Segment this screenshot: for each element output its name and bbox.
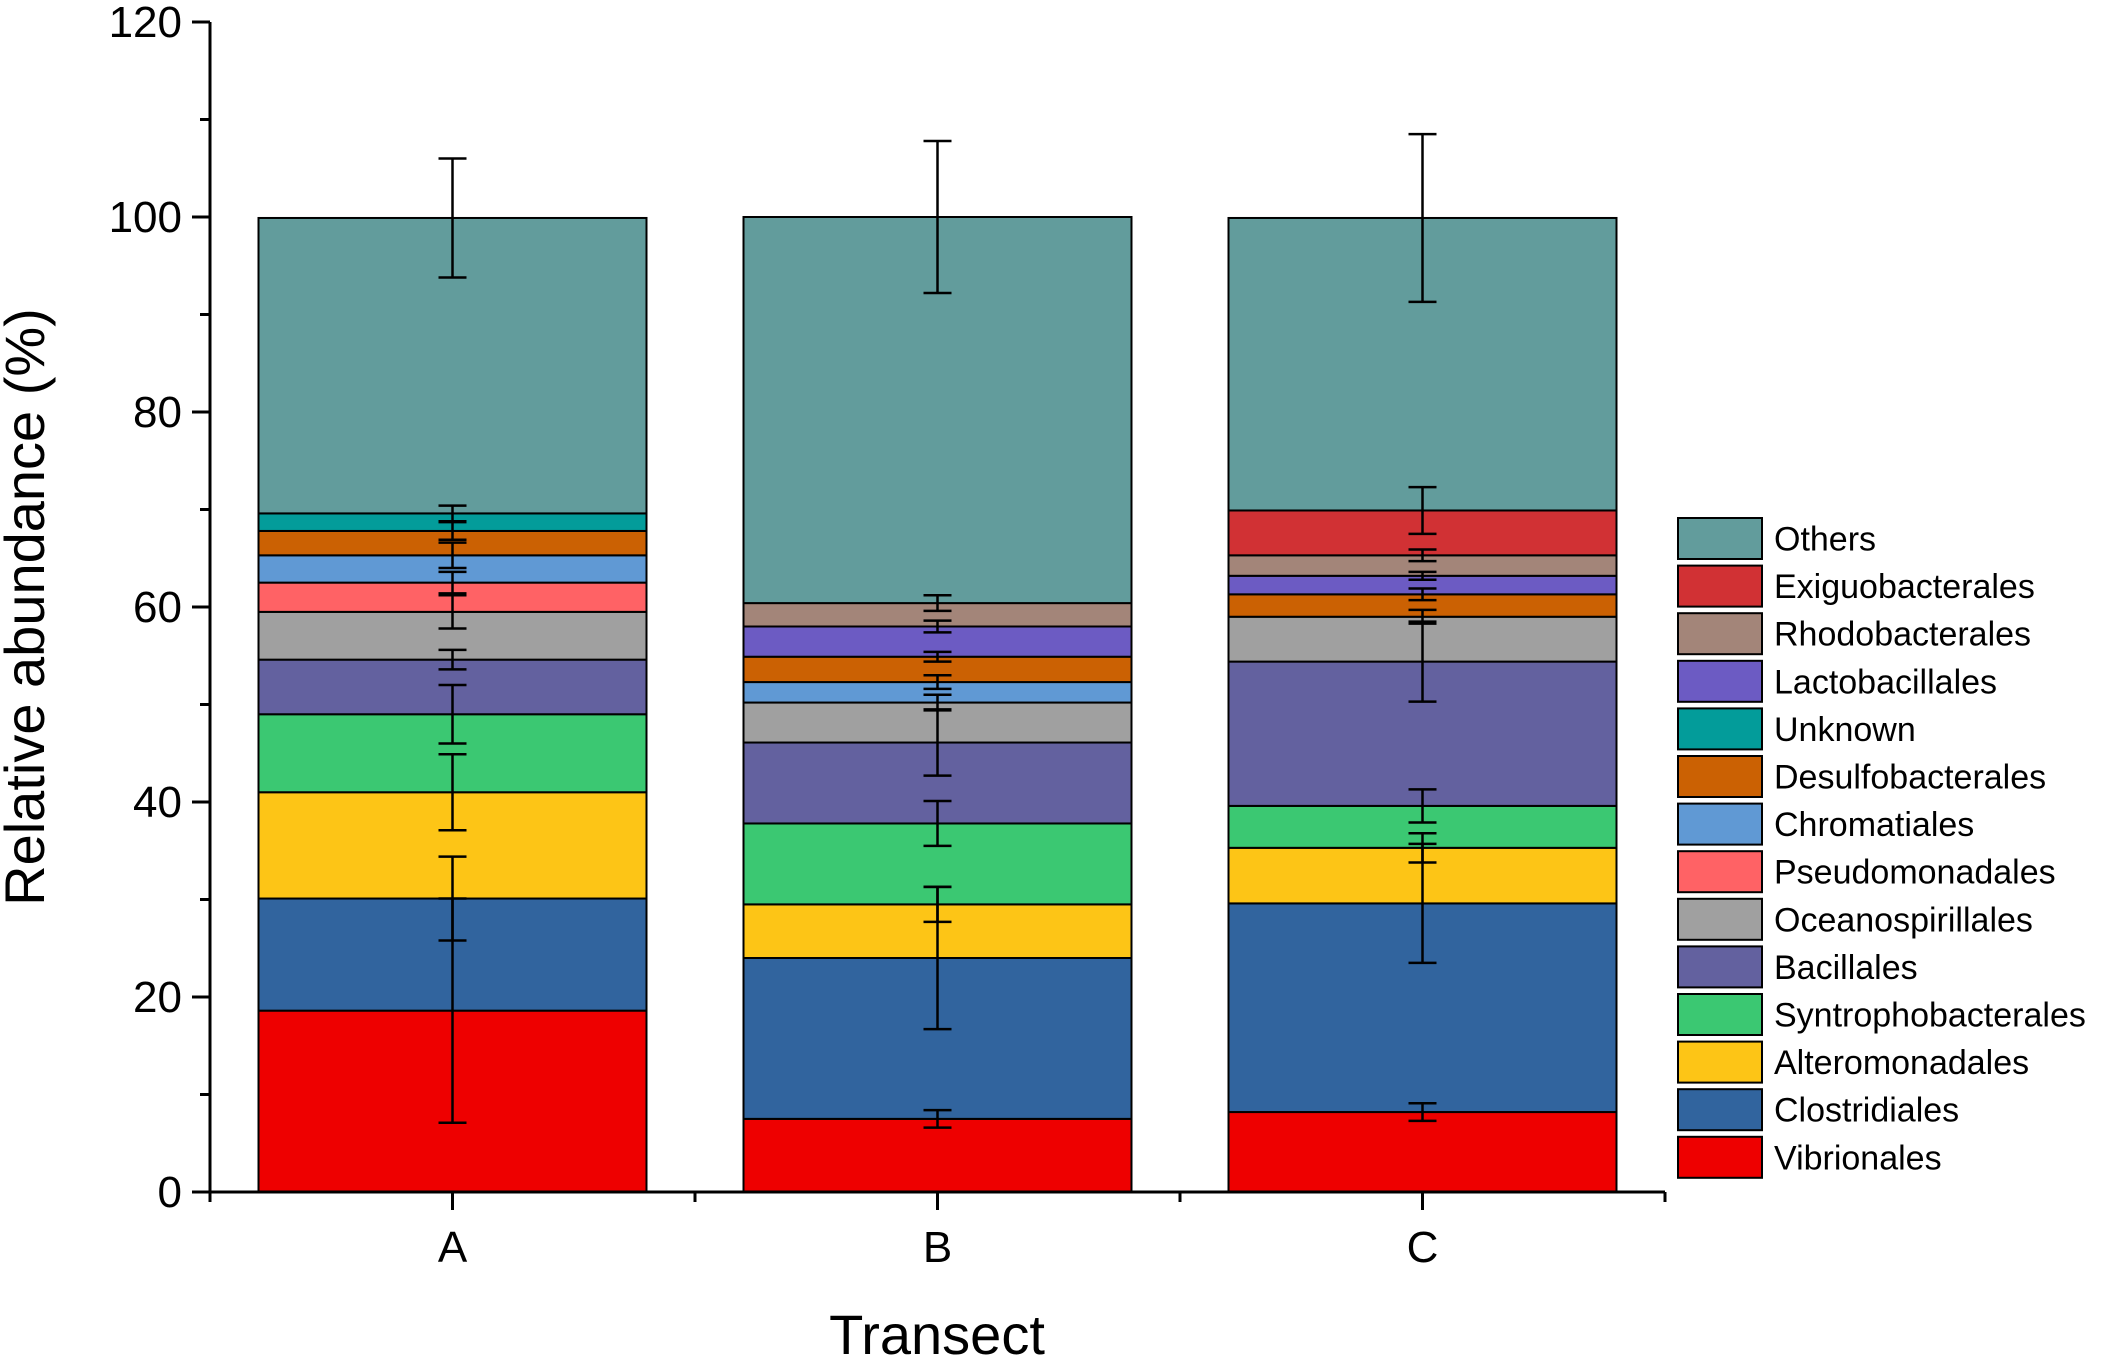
legend-label-pseudomonadales: Pseudomonadales: [1774, 854, 2056, 892]
legend-swatch-unknown: [1677, 707, 1763, 751]
legend-label-clostridiales: Clostridiales: [1774, 1092, 1959, 1130]
legend-swatch-rhodobacterales: [1677, 612, 1763, 656]
legend-label-exiguobacterales: Exiguobacterales: [1774, 568, 2035, 606]
y-tick-label: 20: [133, 973, 182, 1022]
legend-label-desulfobacterales: Desulfobacterales: [1774, 759, 2046, 797]
legend-label-alteromonadales: Alteromonadales: [1774, 1044, 2029, 1082]
axes: 0 20 40 60 80 100 120 A B C: [109, 0, 1667, 1272]
legend-label-vibrionales: Vibrionales: [1774, 1139, 1942, 1177]
bar-segment-vibrionales-c: [1227, 1111, 1618, 1194]
y-tick-label: 60: [133, 583, 182, 632]
legend-swatch-alteromonadales: [1677, 1040, 1763, 1084]
legend-swatch-syntrophobacterales: [1677, 993, 1763, 1036]
legend-label-syntrophobacterales: Syntrophobacterales: [1774, 997, 2086, 1035]
legend-label-oceanospirillales: Oceanospirillales: [1774, 901, 2033, 939]
legend-swatch-oceanospirillales: [1677, 897, 1763, 941]
x-tick-label-a: A: [438, 1223, 468, 1272]
legend-label-unknown: Unknown: [1774, 711, 1916, 749]
y-tick-label: 80: [133, 388, 182, 437]
y-tick-label: 120: [109, 0, 182, 47]
legend-label-chromatiales: Chromatiales: [1774, 806, 1974, 844]
legend-swatch-exiguobacterales: [1677, 564, 1763, 608]
legend: Others Exiguobacterales Rhodobacterales Lac…: [1677, 517, 2086, 1179]
legend-swatch-others: [1677, 517, 1763, 560]
bar-segment-vibrionales-b: [742, 1117, 1133, 1193]
y-tick-label: 40: [133, 778, 182, 827]
legend-label-rhodobacterales: Rhodobacterales: [1774, 616, 2031, 654]
x-axis-title: Transect: [829, 1303, 1045, 1359]
y-axis-title: Relative abundance (%): [0, 308, 56, 906]
y-tick-label: 0: [158, 1168, 182, 1217]
x-tick-label-c: C: [1407, 1223, 1439, 1272]
error-bars-layer: [438, 132, 1437, 1129]
legend-label-lactobacillales: Lactobacillales: [1774, 663, 1997, 701]
legend-swatch-chromatiales: [1677, 802, 1763, 846]
x-tick-label-b: B: [923, 1223, 952, 1272]
legend-swatch-pseudomonadales: [1677, 850, 1763, 894]
legend-label-others: Others: [1774, 521, 1876, 559]
legend-swatch-vibrionales: [1677, 1135, 1763, 1179]
legend-label-bacillales: Bacillales: [1774, 949, 1918, 987]
legend-swatch-bacillales: [1677, 945, 1763, 989]
legend-swatch-clostridiales: [1677, 1088, 1763, 1132]
y-tick-label: 100: [109, 193, 182, 242]
legend-swatch-desulfobacterales: [1677, 755, 1763, 798]
legend-swatch-lactobacillales: [1677, 659, 1763, 703]
